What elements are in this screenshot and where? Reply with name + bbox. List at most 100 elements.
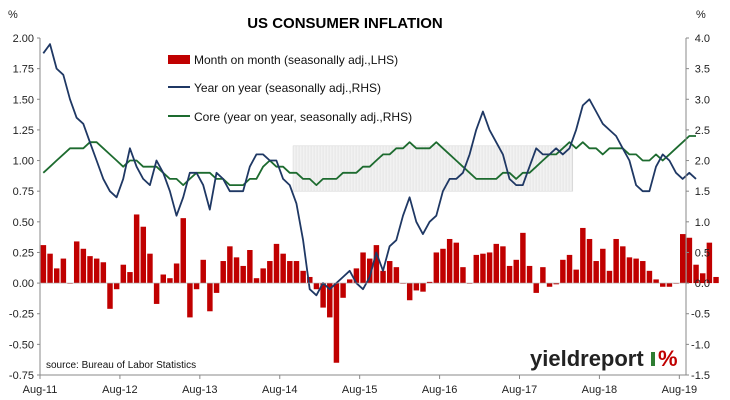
left-tick-label: -0.25 — [9, 309, 34, 321]
bar-mom — [699, 273, 706, 284]
bar-mom — [646, 270, 653, 284]
bar-mom — [633, 258, 639, 284]
bar-mom — [240, 265, 246, 284]
right-tick-label: 0.0 — [695, 278, 710, 290]
left-axis-unit: % — [8, 9, 18, 21]
bar-mom — [173, 263, 180, 284]
bar-mom — [80, 248, 87, 284]
bar-mom — [73, 241, 80, 284]
bar-mom — [40, 245, 47, 284]
bar-mom — [513, 259, 519, 284]
left-tick-label: 0.25 — [13, 247, 34, 259]
bar-mom — [393, 267, 400, 284]
x-tick-label: Aug-18 — [582, 384, 617, 396]
bar-mom — [460, 267, 466, 284]
right-tick-label: 1.0 — [695, 217, 710, 229]
line-core — [42, 135, 696, 187]
legend-label-mom: Month on month (seasonally adj.,LHS) — [194, 53, 398, 67]
bar-mom — [433, 252, 440, 284]
bar-mom — [353, 268, 360, 284]
x-tick-label: Aug-15 — [342, 384, 377, 396]
left-tick-label: 1.75 — [13, 64, 34, 76]
right-tick-label: -1.0 — [691, 339, 710, 351]
legend: Month on month (seasonally adj.,LHS) Yea… — [168, 53, 412, 124]
left-tick-labels: 2.00 1.75 1.50 1.25 1.00 0.75 0.50 0.25 0.00 -0.2… — [9, 33, 34, 382]
bar-mom — [320, 283, 326, 308]
left-tick-label: 1.00 — [13, 156, 34, 168]
bar-mom — [653, 279, 659, 284]
bar-mom — [193, 283, 200, 290]
right-tick-label: 2.5 — [695, 125, 710, 137]
lines-layer — [42, 43, 697, 297]
x-tick-label: Aug-14 — [262, 384, 297, 396]
bar-mom — [466, 283, 473, 284]
bar-mom — [307, 276, 313, 284]
x-tick-label: Aug-12 — [102, 384, 137, 396]
bar-mom — [560, 259, 566, 284]
bar-mom — [526, 265, 533, 284]
bar-mom — [87, 256, 93, 284]
bar-mom — [426, 281, 433, 284]
left-tick-label: 0.75 — [13, 186, 34, 198]
bar-mom — [366, 258, 373, 284]
bar-mom — [666, 283, 673, 287]
left-tick-label: -0.50 — [9, 339, 34, 351]
bar-mom — [486, 252, 493, 284]
right-tick-label: 1.5 — [695, 186, 710, 198]
bar-mom — [360, 252, 366, 284]
x-tick-label: Aug-16 — [422, 384, 457, 396]
bar-mom — [446, 238, 453, 284]
bar-mom — [453, 242, 460, 284]
percent-icon: % — [658, 346, 678, 371]
left-tick-label: 2.00 — [13, 33, 34, 45]
bar-mom — [373, 245, 380, 284]
bar-mom — [686, 237, 693, 284]
bar-mom — [260, 268, 266, 284]
bar-mom — [293, 261, 300, 284]
left-tick-label: 0.00 — [13, 278, 34, 290]
bar-mom — [420, 283, 426, 292]
bar-mom — [660, 283, 666, 287]
bar-mom — [60, 258, 67, 284]
bar-mom — [300, 270, 306, 284]
x-tick-label: Aug-17 — [502, 384, 537, 396]
bar-mom — [553, 283, 559, 285]
axes-layer — [37, 37, 689, 379]
x-tick-labels: Aug-11 Aug-12 Aug-13 Aug-14 Aug-15 Aug-16 Aug-… — [23, 384, 697, 396]
bar-mom — [640, 261, 646, 284]
bar-mom — [386, 261, 393, 284]
bar-mom — [620, 246, 626, 284]
logo-bar-icon — [651, 352, 655, 366]
bar-mom — [167, 278, 173, 284]
bar-mom — [493, 243, 499, 284]
bar-mom — [406, 283, 413, 301]
bar-mom — [233, 257, 240, 284]
left-tick-label: 0.50 — [13, 217, 34, 229]
bar-mom — [253, 278, 260, 284]
legend-swatch-mom — [168, 55, 190, 64]
bar-mom — [313, 283, 320, 290]
bar-mom — [47, 253, 53, 284]
bar-mom — [220, 261, 226, 284]
right-tick-label: -1.5 — [691, 370, 710, 382]
bar-mom — [626, 257, 633, 284]
bar-mom — [506, 265, 513, 284]
bar-mom — [100, 262, 107, 284]
bar-mom — [53, 268, 60, 284]
bar-mom — [680, 234, 686, 284]
bar-mom — [93, 258, 100, 284]
x-tick-label: Aug-19 — [662, 384, 697, 396]
bar-mom — [287, 261, 293, 284]
left-tick-label: 1.50 — [13, 94, 34, 106]
bar-mom — [480, 253, 486, 284]
bars-layer — [40, 214, 719, 363]
bar-mom — [273, 243, 280, 284]
right-tick-labels: 4.0 3.5 3.0 2.5 2.0 1.5 1.0 0.5 0.0 -0.5 -1.0 -1.5 — [691, 33, 710, 382]
bar-mom — [207, 283, 213, 312]
bar-mom — [120, 264, 127, 284]
bar-mom — [540, 267, 546, 284]
bar-mom — [473, 254, 480, 284]
logo-text: yieldreport — [530, 346, 644, 371]
legend-label-core: Core (year on year, seasonally adj.,RHS) — [194, 110, 412, 124]
bar-mom — [520, 232, 526, 284]
